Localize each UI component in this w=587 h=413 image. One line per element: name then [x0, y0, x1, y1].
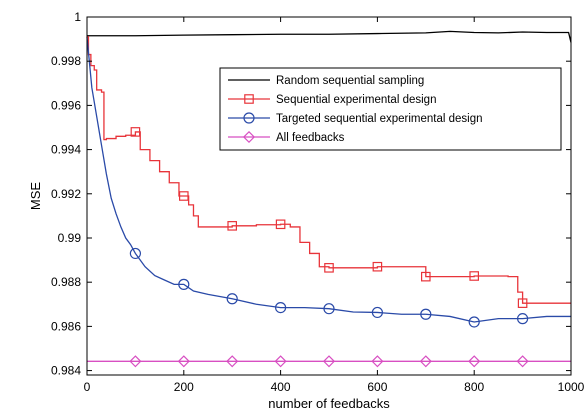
series-4-marker: [129, 355, 142, 368]
series-2-marker: [179, 191, 189, 201]
series-2-marker: [517, 298, 528, 308]
axes-layer: [86, 16, 572, 376]
series-4-marker: [226, 355, 239, 368]
x-tick-label: 800: [464, 380, 484, 394]
series-layer: [86, 30, 572, 368]
series-3-marker: [371, 306, 383, 319]
legend-swatch-marker: [243, 112, 255, 124]
series-4-marker: [274, 355, 287, 368]
series-2-marker: [324, 263, 334, 273]
series-2-marker: [421, 271, 431, 282]
y-tick-label: 0.998: [51, 54, 81, 68]
x-tick-label: 400: [271, 380, 291, 394]
series-4-marker: [516, 355, 529, 368]
series-line-3: [86, 36, 571, 323]
series-4-marker: [322, 355, 336, 368]
legend-entry-label: Sequential experimental design: [276, 94, 436, 106]
legend-swatch-marker: [242, 130, 256, 144]
series-3-marker: [129, 247, 141, 260]
series-line-1: [87, 30, 572, 43]
legend-box: [219, 67, 562, 151]
series-4-marker: [468, 355, 481, 368]
y-tick-label: 0.988: [51, 275, 81, 289]
series-2-marker: [130, 127, 141, 137]
series-3-marker: [420, 308, 432, 320]
x-tick-label: 0: [84, 380, 91, 394]
x-axis-title: number of feedbacks: [268, 396, 390, 411]
y-tick-label: 0.992: [51, 187, 81, 201]
tick-layer: 0 200 400 600 800 1000 0.984 0.986 0.988 0.99 0.99…: [51, 10, 585, 394]
series-line-2: [87, 36, 571, 304]
series-3-marker: [275, 301, 287, 314]
series-4-marker: [371, 355, 384, 368]
y-axis-title: MSE: [28, 182, 43, 211]
legend: Random sequential sampling Sequential exp…: [219, 67, 562, 151]
series-3-marker: [516, 313, 529, 325]
series-2-marker: [275, 219, 286, 230]
series-2-marker: [227, 221, 237, 231]
series-3-marker: [226, 293, 238, 305]
series-2-marker: [469, 271, 479, 281]
y-tick-label: 0.986: [51, 319, 81, 333]
series-3-marker: [468, 316, 480, 328]
series-4-marker: [177, 355, 190, 368]
x-tick-label: 600: [367, 380, 387, 394]
legend-swatch-marker: [244, 94, 254, 104]
legend-entry-label: Random sequential sampling: [276, 75, 424, 87]
x-tick-label: 200: [174, 380, 194, 394]
legend-entry-label: Targeted sequential experimental design: [276, 113, 483, 125]
y-tick-label: 1: [74, 10, 81, 24]
plot-frame: [86, 16, 572, 376]
series-3-marker: [178, 278, 190, 290]
series-3-marker: [323, 303, 335, 315]
legend-entry-label: All feedbacks: [276, 132, 345, 144]
x-tick-label: 1000: [558, 380, 585, 394]
y-tick-label: 0.994: [51, 143, 81, 157]
series-4-marker: [419, 355, 432, 368]
series-2-marker: [372, 261, 383, 272]
y-tick-label: 0.996: [51, 98, 81, 112]
y-tick-label: 0.984: [51, 364, 81, 378]
y-tick-label: 0.99: [58, 231, 82, 245]
